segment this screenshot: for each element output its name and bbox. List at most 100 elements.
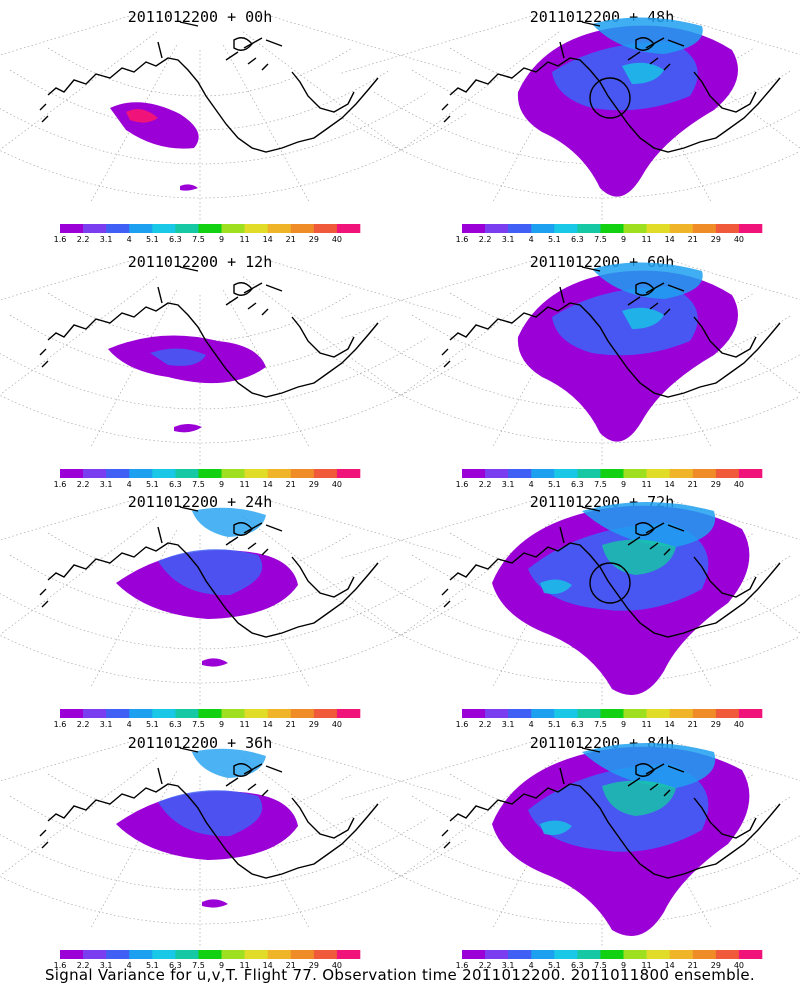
colorbar-label: 4: [127, 720, 132, 729]
colorbar-swatch-6: [198, 709, 222, 718]
colorbar-label: 29: [309, 720, 319, 729]
colorbar-label: 11: [642, 235, 652, 244]
colorbar-swatch-9: [267, 224, 292, 233]
colorbar-swatch-12: [336, 709, 361, 718]
colorbar-swatch-12: [336, 950, 361, 959]
colorbar-swatch-0: [462, 469, 486, 478]
colorbar-swatch-7: [221, 950, 245, 959]
variance-field: [116, 507, 298, 667]
colorbar-swatch-6: [600, 709, 624, 718]
colorbar-swatch-7: [623, 224, 647, 233]
colorbar-label: 4: [127, 961, 132, 970]
colorbar-swatch-5: [577, 709, 601, 718]
colorbar-swatch-5: [175, 224, 199, 233]
colorbar-swatch-3: [531, 709, 555, 718]
colorbar-label: 9: [219, 480, 224, 489]
colorbar-swatch-11: [715, 709, 740, 718]
colorbar-swatch-10: [290, 950, 315, 959]
colorbar-label: 5.1: [548, 720, 561, 729]
colorbar-label: 2.2: [77, 480, 90, 489]
colorbar-swatch-4: [152, 950, 176, 959]
colorbar-label: 2.2: [479, 235, 492, 244]
colorbar-label: 9: [621, 961, 626, 970]
colorbar-swatch-3: [129, 950, 153, 959]
colorbar-label: 14: [263, 480, 273, 489]
colorbar-label: 3.1: [502, 961, 515, 970]
colorbar-label: 11: [240, 235, 250, 244]
colorbar-swatch-3: [531, 224, 555, 233]
colorbar-swatch-2: [106, 224, 130, 233]
colorbar-swatch-7: [623, 950, 647, 959]
colorbar-swatch-11: [313, 469, 338, 478]
colorbar-label: 21: [286, 720, 296, 729]
colorbar-label: 3.1: [100, 961, 113, 970]
colorbar-swatch-4: [554, 950, 578, 959]
colorbar-swatch-6: [600, 469, 624, 478]
colorbar-label: 1.6: [54, 235, 67, 244]
colorbar-swatch-10: [290, 224, 315, 233]
colorbar-label: 14: [263, 235, 273, 244]
colorbar-swatch-3: [129, 709, 153, 718]
colorbar-label: 14: [665, 720, 675, 729]
colorbar-swatch-9: [669, 469, 694, 478]
colorbar-swatch-12: [336, 469, 361, 478]
colorbar-swatch-10: [692, 469, 717, 478]
colorbar-label: 14: [263, 720, 273, 729]
colorbar-swatch-7: [623, 469, 647, 478]
panel-title: 2011012200 + 12h: [128, 253, 273, 271]
colorbar-swatch-8: [646, 224, 670, 233]
colorbar-label: 6.3: [169, 235, 182, 244]
colorbar-swatch-8: [646, 950, 670, 959]
colorbar-label: 29: [711, 235, 721, 244]
observation-circle: [589, 562, 631, 604]
colorbar-label: 2.2: [77, 235, 90, 244]
panel-title: 2011012200 + 24h: [128, 493, 273, 511]
colorbar-swatch-2: [508, 469, 532, 478]
colorbar-label: 4: [127, 480, 132, 489]
colorbar-label: 40: [734, 961, 744, 970]
colorbar-label: 29: [711, 720, 721, 729]
colorbar-swatch-1: [485, 469, 509, 478]
colorbar-swatch-3: [531, 950, 555, 959]
colorbar-label: 3.1: [100, 720, 113, 729]
coastlines: [39, 506, 379, 638]
colorbar-swatch-1: [83, 950, 107, 959]
colorbar-label: 7.5: [192, 235, 205, 244]
variance-field: [110, 102, 199, 191]
colorbar-label: 7.5: [192, 480, 205, 489]
colorbar-swatch-11: [715, 224, 740, 233]
colorbar-swatch-9: [267, 469, 292, 478]
colorbar-label: 3.1: [502, 480, 515, 489]
colorbar-label: 7.5: [594, 480, 607, 489]
variance-field: [116, 748, 298, 908]
colorbar-swatch-2: [508, 709, 532, 718]
variance-field: [517, 17, 738, 197]
colorbar-label: 9: [219, 961, 224, 970]
colorbar-label: 6.3: [571, 480, 584, 489]
colorbar-label: 9: [621, 480, 626, 489]
colorbar-label: 1.6: [54, 961, 67, 970]
colorbar-label: 21: [688, 961, 698, 970]
colorbar-swatch-5: [175, 950, 199, 959]
colorbar-swatch-6: [600, 950, 624, 959]
colorbar-label: 4: [529, 235, 534, 244]
colorbar-label: 2.2: [77, 720, 90, 729]
colorbar-swatch-12: [738, 224, 763, 233]
colorbar-swatch-1: [83, 469, 107, 478]
colorbar-label: 6.3: [571, 961, 584, 970]
colorbar-label: 5.1: [146, 720, 159, 729]
colorbar-swatch-4: [152, 469, 176, 478]
coastlines: [441, 21, 781, 153]
colorbar-label: 5.1: [548, 961, 561, 970]
panel-title: 2011012200 + 36h: [128, 734, 273, 752]
colorbar-swatch-6: [198, 950, 222, 959]
colorbar-label: 40: [332, 235, 342, 244]
figure-caption: Signal Variance for u,v,T. Flight 77. Ob…: [44, 966, 756, 984]
colorbar-label: 14: [665, 235, 675, 244]
colorbar-label: 11: [240, 720, 250, 729]
colorbar-label: 1.6: [456, 480, 469, 489]
colorbar-label: 5.1: [146, 235, 159, 244]
